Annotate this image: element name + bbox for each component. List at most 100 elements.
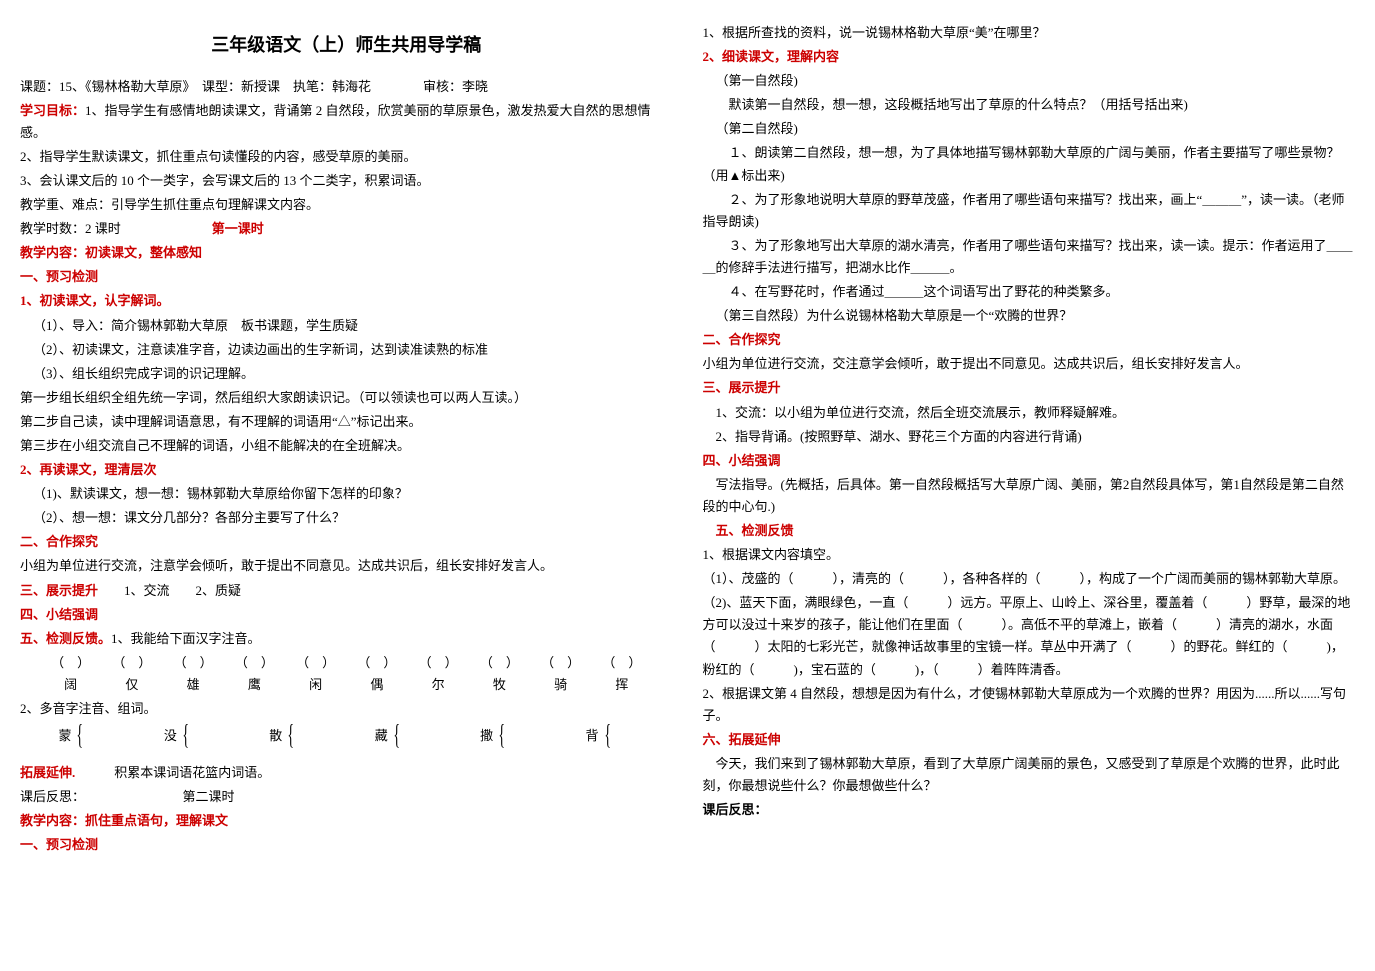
hours: 教学时数：2 课时: [20, 221, 212, 236]
r2-p2-label: （第二自然段): [703, 118, 1356, 140]
paren: （ ）: [224, 652, 285, 674]
s1-1-e: 第二步自己读，读中理解词语意思，有不理解的词语用“△”标记出来。: [20, 411, 673, 433]
char: 牧: [469, 674, 530, 696]
r-s5-2: 2、根据课文第 4 自然段，想想是因为有什么，才使锡林郭勒大草原成为一个欢腾的世…: [703, 683, 1356, 727]
paren: （ ）: [285, 652, 346, 674]
r-s4-head: 四、小结强调: [703, 450, 1356, 472]
reflect-line: 课后反思： 第二课时: [20, 786, 673, 808]
r-s5-1a: （1）、茂盛的（ ），清亮的（ ），各种各样的（ ），构成了一个广阔而美丽的锡林…: [703, 568, 1356, 590]
brace-icon: {: [77, 722, 84, 750]
left-column: 三年级语文（上）师生共用导学稿 课题：15、《锡林格勒大草原》 课型：新授课 执…: [20, 20, 673, 859]
doc-title: 三年级语文（上）师生共用导学稿: [20, 30, 673, 61]
difficulty: 教学重、难点：引导学生抓住重点句理解课文内容。: [20, 194, 673, 216]
poly-char: 藏: [375, 725, 388, 747]
ext-label: 拓展延伸.: [20, 765, 75, 780]
char: 骑: [530, 674, 591, 696]
paren: （ ）: [346, 652, 407, 674]
r-reflect: 课后反思：: [703, 799, 1356, 821]
r2-head: 2、细读课文，理解内容: [703, 46, 1356, 68]
brace-icon: {: [393, 722, 400, 750]
poly-row: 蒙{ 没{ 散{ 藏{ 撒{ 背{: [20, 722, 673, 750]
r2-p2-2: ２、为了形象地说明大草原的野草茂盛，作者用了哪些语句来描写？找出来，画上“＿＿＿…: [703, 189, 1356, 233]
poly-group: 没{: [164, 722, 192, 750]
content2-label: 教学内容：: [20, 813, 85, 828]
poly-char: 背: [586, 725, 599, 747]
poly-char: 散: [269, 725, 282, 747]
r-s3-1: 1、交流：以小组为单位进行交流，然后全班交流展示，教师释疑解难。: [703, 402, 1356, 424]
goal-3: 3、会认课文后的 10 个一类字，会写课文后的 13 个二类字，积累词语。: [20, 170, 673, 192]
r2-p1-a: 默读第一自然段，想一想，这段概括地写出了草原的什么特点？（用括号括出来): [703, 94, 1356, 116]
brace-icon: {: [182, 722, 189, 750]
section-1b-head: 一、预习检测: [20, 834, 673, 856]
s1-1-d: 第一步组长组织全组先统一字词，然后组织大家朗读识记。（可以领读也可以两人互读。）: [20, 387, 673, 409]
r-s2-text: 小组为单位进行交流，交注意学会倾听，敢于提出不同意见。达成共识后，组长安排好发言…: [703, 353, 1356, 375]
char: 雄: [163, 674, 224, 696]
r-s6-text: 今天，我们来到了锡林郭勒大草原，看到了大草原广阔美丽的景色，又感受到了草原是个欢…: [703, 753, 1356, 797]
s3-text: 1、交流 2、质疑: [98, 583, 241, 598]
char: 偶: [346, 674, 407, 696]
section-2-head: 二、合作探究: [20, 531, 673, 553]
paren: （ ）: [530, 652, 591, 674]
s1-1-b: （2）、初读课文，注意读准字音，边读边画出的生字新词，达到读准读熟的标准: [20, 339, 673, 361]
r-s3-2: 2、指导背诵。(按照野草、湖水、野花三个方面的内容进行背诵): [703, 426, 1356, 448]
lesson-2: 第二课时: [79, 789, 235, 804]
right-column: 1、根据所查找的资料，说一说锡林格勒大草原“美”在哪里？ 2、细读课文，理解内容…: [703, 20, 1356, 859]
r2-p3-label: （第三自然段）为什么说锡林格勒大草原是一个“欢腾的世界？: [703, 305, 1356, 327]
r-s4-text: 写法指导。(先概括，后具体。第一自然段概括写大草原广阔、美丽，第2自然段具体写，…: [703, 474, 1356, 518]
r-s6-head: 六、拓展延伸: [703, 729, 1356, 751]
poly-group: 藏{: [375, 722, 403, 750]
section-3: 三、展示提升 1、交流 2、质疑: [20, 580, 673, 602]
goal-label: 学习目标：: [20, 103, 85, 118]
brace-icon: {: [288, 722, 295, 750]
header-line: 课题：15、《锡林格勒大草原》 课型：新授课 执笔：韩海花 审核：李晓: [20, 76, 673, 98]
spacer: [20, 750, 673, 760]
poly-group: 散{: [269, 722, 297, 750]
char: 尔: [408, 674, 469, 696]
goal-1: 1、指导学生有感情地朗读课文，背诵第 2 自然段，欣赏美丽的草原景色，激发热爱大…: [20, 103, 651, 140]
r2-p2-3: ３、为了形象地写出大草原的湖水清亮，作者用了哪些语句来描写？找出来，读一读。提示…: [703, 235, 1356, 279]
content1-label: 教学内容：: [20, 245, 85, 260]
brace-icon: {: [604, 722, 611, 750]
paren: （ ）: [40, 652, 101, 674]
paren: （ ）: [408, 652, 469, 674]
goal-line-1: 学习目标：1、指导学生有感情地朗读课文，背诵第 2 自然段，欣赏美丽的草原景色，…: [20, 100, 673, 144]
section-1-2: 2、再读课文，理清层次: [20, 459, 673, 481]
s3-head: 三、展示提升: [20, 583, 98, 598]
char: 阔: [40, 674, 101, 696]
char: 挥: [591, 674, 652, 696]
poly-group: 撒{: [480, 722, 508, 750]
s1-2-a: （1)、默读课文，想一想：锡林郭勒大草原给你留下怎样的印象？: [20, 483, 673, 505]
ext-text: 积累本课词语花篮内词语。: [75, 765, 270, 780]
r2-p2-1: １、朗读第二自然段，想一想，为了具体地描写锡林郭勒大草原的广阔与美丽，作者主要描…: [703, 142, 1356, 186]
poly-group: 蒙{: [58, 722, 86, 750]
s1-1-a: （1）、导入：简介锡林郭勒大草原 板书课题，学生质疑: [20, 315, 673, 337]
paren-row: （ ） （ ） （ ） （ ） （ ） （ ） （ ） （ ） （ ） （ ）: [20, 652, 673, 674]
s1-1-f: 第三步在小组交流自己不理解的词语，小组不能解决的在全班解决。: [20, 435, 673, 457]
section-1-1: 1、初读课文，认字解词。: [20, 290, 673, 312]
r2-p1-label: （第一自然段): [703, 70, 1356, 92]
r1: 1、根据所查找的资料，说一说锡林格勒大草原“美”在哪里？: [703, 22, 1356, 44]
section-4-head: 四、小结强调: [20, 604, 673, 626]
goal-2: 2、指导学生默读课文，抓住重点句读懂段的内容，感受草原的美丽。: [20, 146, 673, 168]
r-s5-head: 五、检测反馈: [703, 520, 1356, 542]
content2-text: 抓住重点语句，理解课文: [85, 813, 228, 828]
paren: （ ）: [163, 652, 224, 674]
paren: （ ）: [591, 652, 652, 674]
poly-char: 撒: [480, 725, 493, 747]
char-row: 阔 仅 雄 鹰 闲 偶 尔 牧 骑 挥: [20, 674, 673, 696]
brace-icon: {: [498, 722, 505, 750]
char: 闲: [285, 674, 346, 696]
ext-line: 拓展延伸. 积累本课词语花篮内词语。: [20, 762, 673, 784]
s1-1-c: （3）、组长组织完成字词的识记理解。: [20, 363, 673, 385]
s5-2: 2、多音字注音、组词。: [20, 698, 673, 720]
teach-content-1: 教学内容：初读课文，整体感知: [20, 242, 673, 264]
s5-text: 1、我能给下面汉字注音。: [111, 631, 261, 646]
poly-char: 没: [164, 725, 177, 747]
section-1-head: 一、预习检测: [20, 266, 673, 288]
char: 仅: [101, 674, 162, 696]
content1-text: 初读课文，整体感知: [85, 245, 202, 260]
reflect-label: 课后反思：: [20, 789, 79, 804]
char: 鹰: [224, 674, 285, 696]
hours-line: 教学时数：2 课时 第一课时: [20, 218, 673, 240]
poly-char: 蒙: [58, 725, 71, 747]
